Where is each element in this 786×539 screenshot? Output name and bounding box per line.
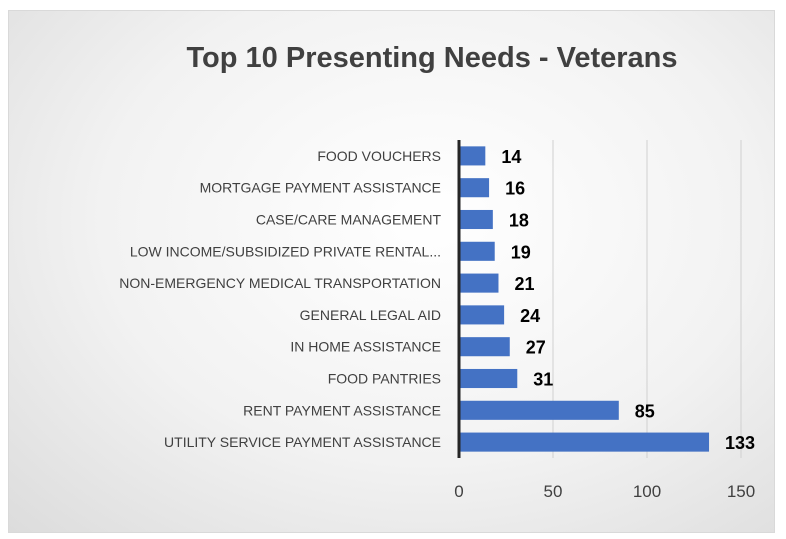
x-tick-label: 150 (727, 482, 755, 501)
bar (459, 146, 486, 166)
category-label: IN HOME ASSISTANCE (290, 339, 441, 355)
bar (459, 368, 518, 389)
x-axis-ticks: 0 50 100 150 (454, 482, 755, 501)
data-label: 133 (725, 433, 755, 453)
data-label: 14 (501, 147, 521, 167)
category-labels: FOOD VOUCHERS MORTGAGE PAYMENT ASSISTANCE… (119, 148, 441, 450)
bar (459, 209, 493, 230)
bars (459, 146, 710, 452)
data-label: 85 (635, 401, 655, 421)
category-label: FOOD VOUCHERS (317, 148, 441, 164)
x-tick-label: 50 (544, 482, 563, 501)
data-labels: 14 16 18 19 21 24 27 31 85 133 (501, 147, 755, 453)
data-label: 16 (505, 179, 525, 199)
bar (459, 337, 510, 357)
data-label: 21 (514, 274, 534, 294)
category-label: UTILITY SERVICE PAYMENT ASSISTANCE (164, 434, 441, 450)
data-label: 24 (520, 306, 540, 326)
chart-title: Top 10 Presenting Needs - Veterans (186, 42, 677, 74)
category-label: GENERAL LEGAL AID (300, 307, 441, 323)
category-label: NON-EMERGENCY MEDICAL TRANSPORTATION (119, 275, 441, 291)
category-label: CASE/CARE MANAGEMENT (256, 212, 442, 228)
data-label: 18 (509, 211, 529, 231)
category-label: MORTGAGE PAYMENT ASSISTANCE (200, 180, 441, 196)
data-label: 19 (511, 242, 531, 262)
bar (459, 400, 619, 420)
bar (459, 241, 495, 261)
data-label: 31 (533, 370, 553, 390)
bar (459, 273, 499, 293)
bar (459, 305, 505, 325)
x-tick-label: 0 (454, 482, 463, 501)
category-label: RENT PAYMENT ASSISTANCE (243, 402, 441, 418)
bar (459, 432, 710, 452)
category-label: LOW INCOME/SUBSIDIZED PRIVATE RENTAL... (130, 243, 441, 259)
x-tick-label: 100 (633, 482, 661, 501)
bar (459, 178, 490, 198)
category-label: FOOD PANTRIES (328, 371, 441, 387)
data-label: 27 (526, 338, 546, 358)
